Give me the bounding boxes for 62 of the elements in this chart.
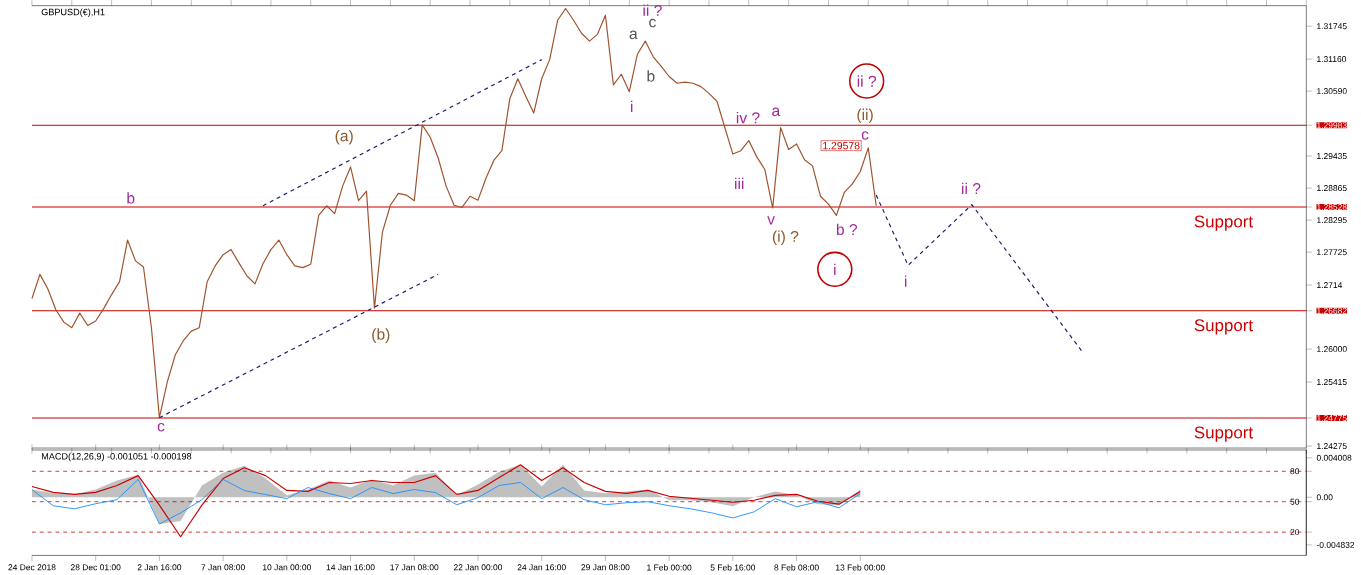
x-tick-label: 10 Jan 00:00	[263, 564, 311, 571]
annotation: b	[647, 70, 655, 82]
y-tick-label: 0.00	[1316, 494, 1333, 501]
x-tick-label: 14 Jan 16:00	[326, 564, 375, 571]
x-tick-label: 7 Jan 08:00	[201, 564, 245, 571]
y-tick-label: 1.28295	[1317, 217, 1347, 224]
y-tick-label: 1.31160	[1317, 56, 1347, 63]
annotation: a	[772, 107, 781, 117]
y-tick-label: 1.28865	[1317, 185, 1347, 192]
x-tick-label: 28 Dec 01:00	[70, 564, 121, 571]
y-tick-label: -0.004832	[1316, 542, 1355, 548]
annotation: 1.29578	[823, 142, 860, 150]
annotation: (i) ?	[772, 230, 799, 246]
annotation: i	[834, 263, 836, 276]
x-tick-label: 5 Feb 16:00	[710, 564, 756, 571]
x-tick-label: 24 Dec 2018	[8, 564, 56, 571]
annotation: b ?	[836, 223, 858, 236]
annotation: v	[767, 216, 775, 225]
y-tick-label: 1.26000	[1317, 346, 1347, 353]
y-tick-label: 0.004008	[1316, 454, 1352, 461]
annotation: ii ?	[857, 75, 877, 87]
annotation: ii ?	[962, 182, 981, 195]
annotation: (a)	[335, 129, 353, 145]
annotation: iv ?	[736, 111, 760, 124]
annotation: c	[649, 18, 656, 28]
annotation: c	[861, 131, 869, 140]
chart-title: GBPUSD(€),H1	[41, 8, 105, 18]
x-tick-label: 24 Jan 16:00	[517, 564, 566, 571]
y-tick-label: 1.2714	[1317, 282, 1343, 289]
annotation: (ii)	[857, 108, 873, 124]
y-tick-label: 1.27725	[1317, 249, 1347, 256]
ref-line-label: Support	[1194, 319, 1253, 335]
annotation: b	[127, 192, 135, 204]
annotation: (b)	[372, 328, 390, 343]
annotation: i	[631, 100, 633, 113]
y2-tick-label: 20	[1290, 529, 1300, 536]
x-tick-label: 17 Jan 08:00	[390, 564, 439, 571]
x-tick-label: 29 Jan 08:00	[581, 564, 630, 571]
x-tick-label: 2 Jan 16:00	[137, 564, 182, 571]
annotation: c	[157, 423, 165, 432]
y2-tick-label: 80	[1290, 468, 1300, 475]
ref-line-label: Support	[1194, 426, 1253, 442]
annotation: a	[629, 30, 638, 40]
y-tick-label: 1.29983	[1317, 122, 1347, 129]
y-tick-label: 1.29435	[1317, 153, 1347, 160]
y2-tick-label: 50	[1290, 498, 1300, 505]
x-tick-label: 13 Feb 00:00	[836, 564, 885, 571]
annotation: i	[905, 275, 907, 287]
annotation: ii ?	[643, 4, 662, 16]
y-tick-label: 1.30590	[1317, 88, 1347, 95]
annotation: iii	[735, 177, 744, 190]
x-tick-label: 8 Feb 08:00	[774, 564, 819, 571]
y-tick-label: 1.31745	[1317, 23, 1347, 30]
y-tick-label: 1.26682	[1317, 307, 1347, 314]
x-tick-label: 1 Feb 00:00	[647, 564, 692, 571]
y-tick-label: 1.28528	[1317, 204, 1347, 211]
chart-title: MACD(12,26,9) -0.001051 -0.000198	[41, 452, 192, 462]
y-tick-label: 1.25415	[1317, 379, 1347, 386]
x-tick-label: 22 Jan 00:00	[453, 564, 503, 571]
y-tick-label: 1.24775	[1317, 415, 1347, 422]
y-tick-label: 1.24275	[1317, 443, 1347, 450]
ref-line-label: Support	[1194, 215, 1253, 231]
